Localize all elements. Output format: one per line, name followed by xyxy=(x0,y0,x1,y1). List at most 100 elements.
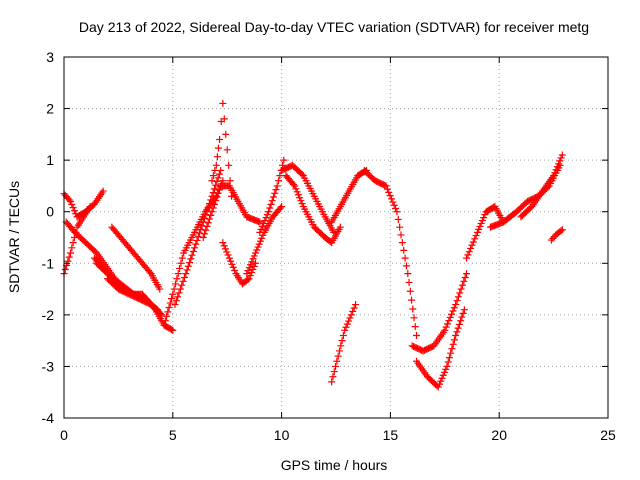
data-point-marker xyxy=(464,251,472,259)
data-point-marker xyxy=(268,197,276,205)
data-point-marker xyxy=(265,208,273,216)
data-point-marker xyxy=(480,214,488,222)
data-point-marker xyxy=(213,153,221,161)
data-point-marker xyxy=(402,262,410,270)
data-point-marker xyxy=(330,368,338,376)
data-point-marker xyxy=(212,181,220,189)
data-point-marker xyxy=(169,326,177,334)
data-point-marker xyxy=(194,233,202,241)
data-point-marker xyxy=(454,293,462,301)
data-point-marker xyxy=(256,228,264,236)
x-tick-label: 5 xyxy=(169,427,177,443)
data-point-marker xyxy=(209,204,217,212)
data-point-marker xyxy=(477,220,485,228)
data-point-marker xyxy=(413,331,421,339)
data-point-marker xyxy=(463,254,471,262)
data-point-marker xyxy=(209,189,217,197)
data-point-marker xyxy=(214,174,222,182)
data-point-marker xyxy=(278,203,286,211)
data-point-marker xyxy=(259,231,267,239)
data-point-marker xyxy=(69,204,77,212)
data-point-marker xyxy=(453,297,461,305)
data-point-marker xyxy=(443,362,451,370)
data-point-marker xyxy=(251,259,259,267)
data-point-marker xyxy=(176,285,184,293)
data-point-marker xyxy=(225,161,233,169)
data-point-marker xyxy=(383,185,391,193)
data-point-marker xyxy=(266,204,274,212)
data-point-marker xyxy=(256,218,264,226)
data-point-marker xyxy=(168,295,176,303)
data-point-marker xyxy=(448,345,456,353)
data-point-marker xyxy=(468,241,476,249)
data-point-marker xyxy=(553,163,561,171)
data-point-marker xyxy=(439,371,447,379)
data-point-marker xyxy=(211,166,219,174)
data-point-marker xyxy=(328,378,336,386)
data-point-marker xyxy=(215,170,223,178)
data-point-marker xyxy=(192,240,200,248)
data-point-marker xyxy=(444,358,452,366)
data-point-marker xyxy=(452,331,460,339)
data-point-marker xyxy=(263,211,271,219)
data-point-marker xyxy=(249,265,257,273)
data-point-marker xyxy=(208,177,216,185)
data-point-marker xyxy=(157,310,165,318)
data-point-marker xyxy=(338,337,346,345)
series-sat-u xyxy=(413,306,468,391)
data-point-marker xyxy=(203,222,211,230)
x-axis-label: GPS time / hours xyxy=(281,457,388,473)
y-tick-label: -1 xyxy=(42,255,55,271)
data-point-marker xyxy=(342,323,350,331)
data-point-marker xyxy=(229,263,237,271)
data-point-marker xyxy=(198,222,206,230)
data-point-marker xyxy=(201,230,209,238)
data-point-marker xyxy=(444,320,452,328)
data-point-marker xyxy=(447,349,455,357)
series-sat-k xyxy=(208,99,236,200)
data-point-marker xyxy=(221,245,229,253)
data-point-marker xyxy=(161,317,169,325)
data-point-marker xyxy=(258,222,266,230)
data-point-marker xyxy=(446,313,454,321)
data-point-marker xyxy=(231,267,239,275)
data-point-marker xyxy=(329,373,337,381)
data-point-marker xyxy=(298,200,306,208)
data-point-marker xyxy=(557,154,565,162)
data-point-marker xyxy=(463,270,471,278)
data-point-marker xyxy=(408,296,416,304)
data-point-marker xyxy=(225,254,233,262)
data-point-marker xyxy=(350,304,358,312)
data-point-marker xyxy=(208,192,216,200)
series-sat-b xyxy=(60,203,94,278)
y-tick-label: -2 xyxy=(42,307,55,323)
data-point-marker xyxy=(223,146,231,154)
data-point-marker xyxy=(460,277,468,285)
data-point-marker xyxy=(179,277,187,285)
data-point-marker xyxy=(65,196,73,204)
data-point-marker xyxy=(251,249,259,257)
data-point-marker xyxy=(396,223,404,231)
data-point-marker xyxy=(248,258,256,266)
data-point-marker xyxy=(196,229,204,237)
data-point-marker xyxy=(453,328,461,336)
data-point-marker xyxy=(346,314,354,322)
data-point-marker xyxy=(454,324,462,332)
data-point-marker xyxy=(478,217,486,225)
data-points xyxy=(60,99,566,391)
data-point-marker xyxy=(228,192,236,200)
data-point-marker xyxy=(227,257,235,265)
data-point-marker xyxy=(70,207,78,215)
data-point-marker xyxy=(445,354,453,362)
data-point-marker xyxy=(68,200,76,208)
data-point-marker xyxy=(99,187,107,195)
data-point-marker xyxy=(199,218,207,226)
data-point-marker xyxy=(65,253,73,261)
data-point-marker xyxy=(341,326,349,334)
data-point-marker xyxy=(455,320,463,328)
data-point-marker xyxy=(226,177,234,185)
data-point-marker xyxy=(461,273,469,281)
data-point-marker xyxy=(382,182,390,190)
data-point-marker xyxy=(257,225,265,233)
